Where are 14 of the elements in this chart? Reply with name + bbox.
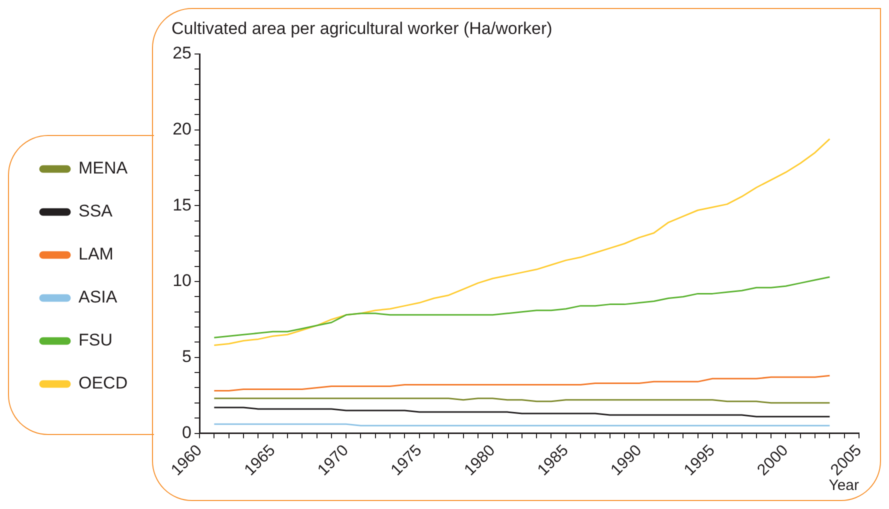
y-tick-label: 15 <box>172 195 192 214</box>
legend-label: ASIA <box>78 288 118 307</box>
legend-label: FSU <box>78 330 112 350</box>
y-tick-label: 0 <box>182 422 192 442</box>
y-tick-label: 25 <box>172 44 192 63</box>
y-axis-title: Cultivated area per agricultural worker (Ha/worker) <box>172 19 552 38</box>
legend-label: LAM <box>78 244 114 264</box>
y-tick-label: 5 <box>182 347 192 366</box>
y-tick-label: 10 <box>172 271 192 290</box>
legend-label: SSA <box>78 202 114 221</box>
x-axis-title: Year <box>828 477 859 494</box>
legend-label: OECD <box>78 374 128 393</box>
y-tick-label: 20 <box>172 120 192 139</box>
legend-label: MENA <box>78 158 128 178</box>
